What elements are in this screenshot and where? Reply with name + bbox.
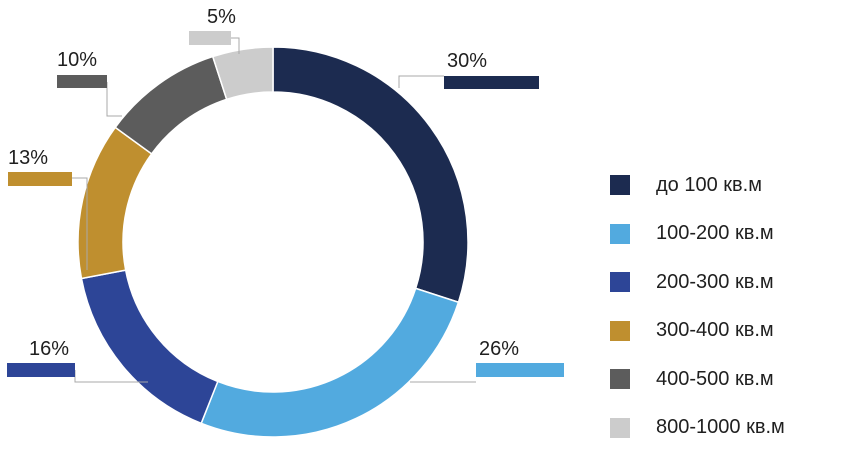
legend-item: 200-300 кв.м xyxy=(610,267,774,297)
legend-swatch xyxy=(610,272,630,292)
legend-swatch xyxy=(610,320,630,341)
donut-slice xyxy=(80,269,219,425)
value-label: 30% xyxy=(447,50,487,72)
value-label: 16% xyxy=(29,338,69,360)
label-connector xyxy=(72,177,88,270)
label-bar xyxy=(476,363,564,377)
label-bars xyxy=(7,31,564,377)
legend-label: 800-1000 кв.м xyxy=(656,416,785,438)
value-label: 5% xyxy=(207,6,236,28)
legend-swatch xyxy=(610,369,630,389)
legend-label: 400-500 кв.м xyxy=(656,367,774,390)
donut-slice xyxy=(114,55,228,155)
label-bar xyxy=(7,363,75,377)
label-bar xyxy=(189,31,231,45)
legend-label: 300-400 кв.м xyxy=(656,319,774,341)
legend-swatch xyxy=(610,417,630,438)
value-label: 26% xyxy=(479,338,519,360)
donut-slice xyxy=(200,287,460,438)
legend-swatch xyxy=(610,223,630,244)
legend-item: 100-200 кв.м xyxy=(610,219,774,249)
donut-slice xyxy=(211,46,274,101)
label-bar xyxy=(8,172,72,186)
legend-label: 200-300 кв.м xyxy=(656,270,774,293)
legend-item: 800-1000 кв.м xyxy=(610,413,785,443)
legend-label: 100-200 кв.м xyxy=(656,222,774,244)
donut-slice xyxy=(272,46,469,304)
label-connector xyxy=(231,37,240,54)
legend-item: до 100 кв.м xyxy=(610,170,762,200)
donut-slices xyxy=(77,46,469,438)
label-connector xyxy=(398,75,444,88)
value-label: 10% xyxy=(57,49,97,71)
label-connector xyxy=(106,82,122,117)
legend-item: 300-400 кв.м xyxy=(610,316,774,346)
value-label: 13% xyxy=(8,147,48,169)
value-labels: 30% 26% 16% 13% 10% 5% xyxy=(8,6,519,360)
label-bar xyxy=(57,75,107,88)
legend-label: до 100 кв.м xyxy=(656,173,762,196)
legend-swatch xyxy=(610,175,630,195)
label-bar xyxy=(444,76,539,89)
donut-slice xyxy=(77,126,153,280)
legend-item: 400-500 кв.м xyxy=(610,364,774,394)
